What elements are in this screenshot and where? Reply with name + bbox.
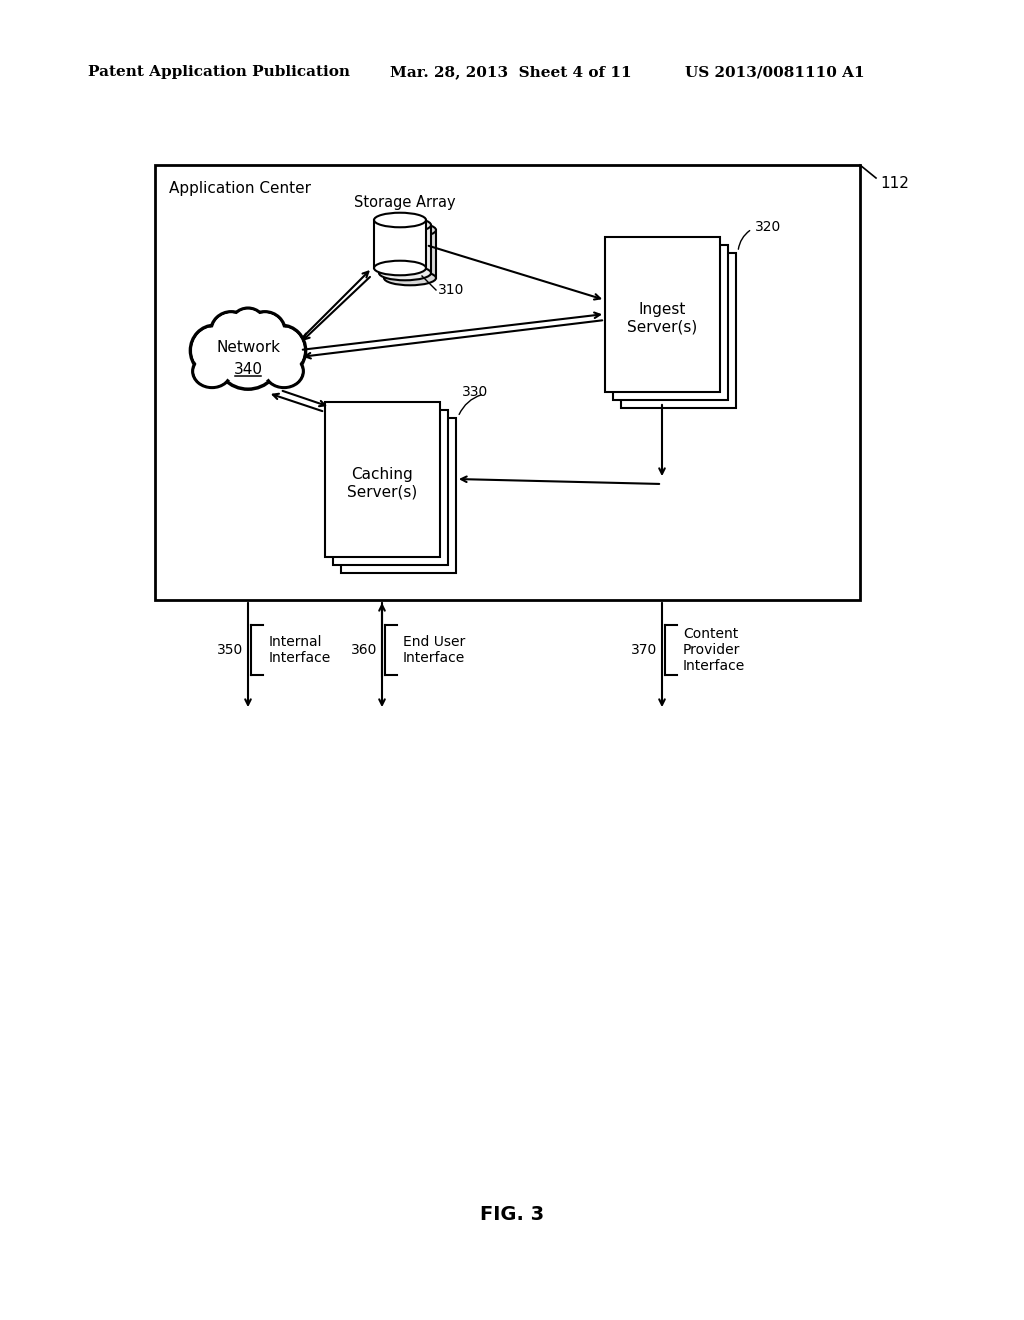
Text: 370: 370 (631, 643, 657, 657)
Ellipse shape (374, 213, 426, 227)
Text: 360: 360 (350, 643, 377, 657)
Text: Content
Provider
Interface: Content Provider Interface (683, 627, 745, 673)
Text: 112: 112 (880, 176, 909, 190)
Ellipse shape (211, 312, 252, 351)
Bar (605, 238, 720, 392)
Text: Mar. 28, 2013  Sheet 4 of 11: Mar. 28, 2013 Sheet 4 of 11 (390, 65, 632, 79)
Text: Storage Array: Storage Array (354, 194, 456, 210)
Ellipse shape (384, 271, 436, 285)
Bar (341, 418, 456, 573)
Text: Application Center: Application Center (169, 181, 311, 197)
Ellipse shape (259, 327, 304, 374)
Bar (155, 165, 860, 601)
Bar (384, 230, 436, 279)
Ellipse shape (258, 325, 305, 376)
Ellipse shape (231, 310, 264, 343)
Bar (613, 246, 728, 400)
Ellipse shape (265, 355, 303, 387)
Bar (379, 224, 431, 273)
Ellipse shape (195, 356, 229, 387)
Ellipse shape (374, 261, 426, 276)
Ellipse shape (193, 327, 237, 374)
Text: Caching
Server(s): Caching Server(s) (347, 467, 418, 500)
Ellipse shape (245, 312, 286, 351)
Text: Internal
Interface: Internal Interface (269, 635, 331, 665)
Text: 350: 350 (217, 643, 243, 657)
Ellipse shape (193, 355, 231, 387)
Text: FIG. 3: FIG. 3 (480, 1205, 544, 1225)
Text: Patent Application Publication: Patent Application Publication (88, 65, 350, 79)
Text: Ingest
Server(s): Ingest Server(s) (628, 302, 697, 335)
Text: 330: 330 (462, 385, 488, 399)
Ellipse shape (214, 321, 282, 389)
Text: End User
Interface: End User Interface (403, 635, 465, 665)
Bar (325, 403, 440, 557)
Text: US 2013/0081110 A1: US 2013/0081110 A1 (685, 65, 864, 79)
Text: 320: 320 (755, 220, 781, 234)
Ellipse shape (190, 325, 239, 376)
Text: 310: 310 (438, 282, 464, 297)
Ellipse shape (230, 308, 266, 345)
Ellipse shape (384, 223, 436, 238)
Ellipse shape (212, 313, 250, 350)
Ellipse shape (266, 356, 302, 387)
Text: 340: 340 (233, 362, 262, 376)
Ellipse shape (217, 323, 279, 387)
Text: Network: Network (216, 339, 280, 355)
Bar (621, 253, 736, 408)
Bar (333, 411, 449, 565)
Ellipse shape (246, 313, 284, 350)
Bar (374, 220, 426, 268)
Ellipse shape (379, 218, 431, 232)
Ellipse shape (379, 265, 431, 280)
